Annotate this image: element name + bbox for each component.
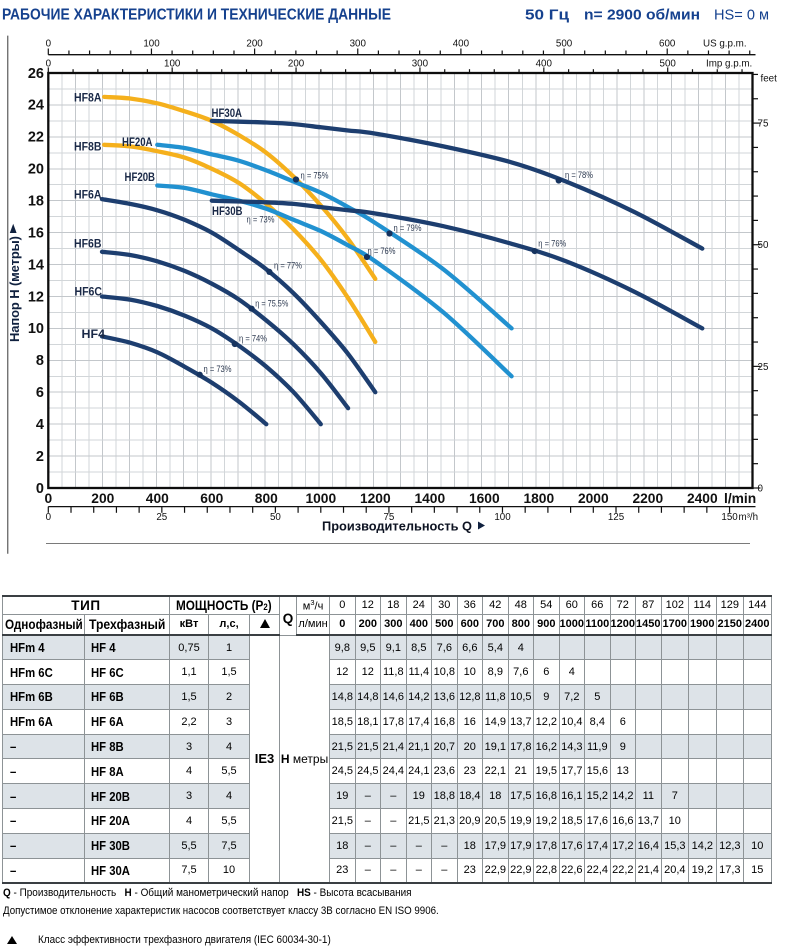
- svg-text:400: 400: [536, 59, 553, 70]
- svg-text:0: 0: [36, 481, 44, 497]
- svg-text:HF6B: HF6B: [74, 237, 102, 251]
- svg-text:100: 100: [143, 39, 160, 50]
- svg-text:25: 25: [758, 362, 769, 373]
- svg-text:US g.p.m.: US g.p.m.: [703, 39, 747, 50]
- svg-text:РАБОЧИЕ ХАРАКТЕРИСТИКИ И ТЕХНИ: РАБОЧИЕ ХАРАКТЕРИСТИКИ И ТЕХНИЧЕСКИЕ ДАН…: [2, 7, 391, 24]
- svg-text:24: 24: [28, 98, 44, 114]
- svg-text:50: 50: [270, 512, 281, 523]
- svg-text:η = 75%: η = 75%: [301, 171, 329, 181]
- svg-text:η = 73%: η = 73%: [247, 215, 275, 225]
- svg-text:η = 78%: η = 78%: [565, 170, 593, 180]
- svg-text:HF8B: HF8B: [74, 140, 102, 154]
- svg-text:HF4: HF4: [82, 327, 106, 341]
- svg-text:50: 50: [758, 240, 769, 251]
- svg-text:0: 0: [46, 39, 52, 50]
- svg-text:Imp g.p.m.: Imp g.p.m.: [706, 59, 752, 70]
- svg-text:HF6C: HF6C: [75, 285, 103, 299]
- svg-text:75: 75: [758, 119, 769, 130]
- svg-text:1400: 1400: [414, 491, 445, 506]
- svg-text:20: 20: [28, 162, 44, 178]
- svg-text:300: 300: [350, 39, 367, 50]
- svg-text:100: 100: [494, 512, 511, 523]
- svg-text:HS= 0 м: HS= 0 м: [714, 7, 769, 24]
- svg-text:75: 75: [383, 512, 394, 523]
- svg-text:η = 77%: η = 77%: [274, 261, 302, 271]
- svg-text:HF8A: HF8A: [74, 91, 102, 105]
- svg-text:26: 26: [28, 66, 44, 82]
- svg-text:HF6A: HF6A: [74, 188, 102, 202]
- svg-text:HF20A: HF20A: [122, 135, 153, 149]
- svg-text:η = 73%: η = 73%: [204, 364, 232, 374]
- svg-text:200: 200: [91, 491, 114, 506]
- svg-text:600: 600: [659, 39, 676, 50]
- svg-text:n= 2900 об/мин: n= 2900 об/мин: [584, 7, 700, 24]
- svg-text:1200: 1200: [360, 491, 391, 506]
- svg-text:22: 22: [28, 130, 44, 146]
- svg-text:12: 12: [28, 289, 44, 305]
- svg-text:500: 500: [556, 39, 573, 50]
- svg-text:0: 0: [46, 59, 52, 70]
- svg-text:HF20B: HF20B: [125, 170, 156, 184]
- svg-text:6: 6: [36, 385, 44, 401]
- svg-text:16: 16: [28, 225, 44, 241]
- svg-text:25: 25: [156, 512, 167, 523]
- svg-text:Производительность Q: Производительность Q: [322, 519, 472, 534]
- svg-text:η = 75.5%: η = 75.5%: [255, 298, 288, 308]
- svg-text:feet: feet: [761, 74, 778, 85]
- svg-text:m³/h: m³/h: [739, 512, 759, 523]
- svg-text:1600: 1600: [469, 491, 500, 506]
- svg-text:14: 14: [28, 257, 44, 273]
- svg-text:η = 74%: η = 74%: [239, 334, 267, 344]
- svg-text:400: 400: [453, 39, 470, 50]
- svg-text:50 Гц: 50 Гц: [525, 7, 570, 24]
- svg-text:18: 18: [28, 194, 44, 210]
- svg-text:300: 300: [412, 59, 429, 70]
- svg-text:400: 400: [146, 491, 169, 506]
- svg-text:100: 100: [164, 59, 181, 70]
- svg-text:Напор H (метры): Напор H (метры): [7, 236, 22, 342]
- svg-text:0: 0: [758, 484, 764, 495]
- svg-text:8: 8: [36, 353, 44, 369]
- svg-text:500: 500: [660, 59, 677, 70]
- svg-text:2000: 2000: [578, 491, 609, 506]
- svg-text:0: 0: [44, 491, 52, 506]
- svg-text:2200: 2200: [632, 491, 663, 506]
- svg-text:HF30A: HF30A: [212, 106, 243, 120]
- svg-text:l/min: l/min: [724, 491, 756, 506]
- svg-text:200: 200: [246, 39, 263, 50]
- svg-text:1800: 1800: [523, 491, 554, 506]
- svg-text:1000: 1000: [305, 491, 336, 506]
- svg-text:10: 10: [28, 321, 44, 337]
- svg-text:η = 79%: η = 79%: [394, 223, 422, 233]
- svg-text:125: 125: [608, 512, 625, 523]
- svg-text:200: 200: [288, 59, 305, 70]
- svg-text:4: 4: [36, 417, 44, 433]
- svg-text:0: 0: [46, 512, 52, 523]
- svg-text:HF30B: HF30B: [212, 204, 243, 218]
- svg-text:600: 600: [200, 491, 223, 506]
- svg-text:η = 76%: η = 76%: [538, 239, 566, 249]
- svg-text:150: 150: [721, 512, 738, 523]
- svg-text:2: 2: [36, 449, 44, 465]
- svg-text:800: 800: [255, 491, 278, 506]
- svg-text:2400: 2400: [687, 491, 718, 506]
- svg-text:η = 76%: η = 76%: [368, 246, 396, 256]
